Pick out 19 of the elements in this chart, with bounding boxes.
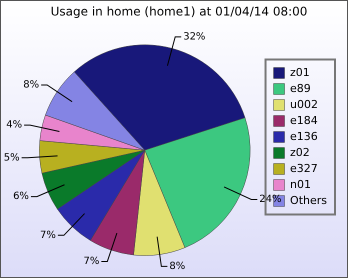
legend-label: Others [290,194,328,207]
legend-label: e327 [290,162,318,175]
data-label: 24% [259,194,282,206]
legend-label: e89 [290,82,311,95]
data-label: 4% [6,120,22,131]
legend-label: z02 [290,146,310,159]
chart-title: Usage in home (home1) at 01/04/14 08:00 [50,4,308,18]
data-label: 6% [13,191,29,202]
data-label: 7% [40,230,56,241]
legend-label: e136 [290,130,318,143]
data-label: 5% [4,152,20,164]
data-label: 8% [23,80,40,91]
data-label: 8% [169,261,186,272]
legend-label: n01 [290,178,312,191]
legend-label: e184 [290,114,318,127]
legend-label: z01 [290,66,310,79]
legend-label: u002 [290,98,318,111]
data-label: 32% [183,31,206,42]
data-label: 7% [83,256,100,268]
